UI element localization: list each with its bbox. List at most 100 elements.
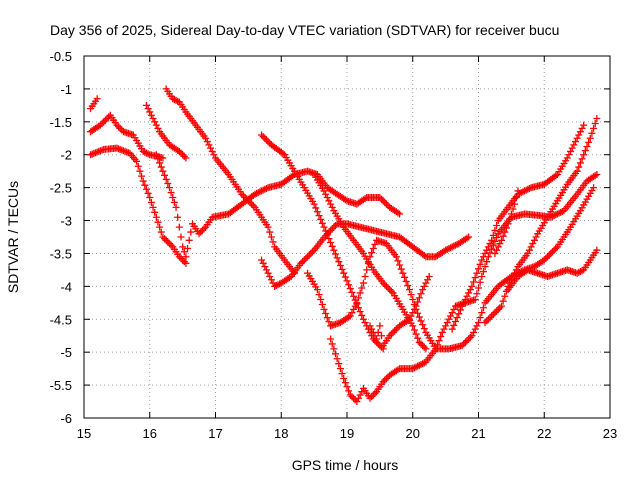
data-point bbox=[165, 240, 173, 248]
data-point bbox=[496, 240, 504, 248]
data-point bbox=[591, 172, 599, 180]
data-point bbox=[363, 266, 371, 274]
data-point bbox=[448, 309, 456, 317]
data-point bbox=[310, 200, 318, 208]
data-point bbox=[484, 243, 492, 251]
x-tick-label: 19 bbox=[340, 426, 354, 441]
data-point bbox=[138, 172, 146, 180]
data-point bbox=[502, 224, 510, 232]
data-point bbox=[387, 287, 395, 295]
data-point bbox=[133, 157, 141, 165]
data-point bbox=[356, 289, 364, 297]
data-point bbox=[302, 254, 310, 262]
data-point bbox=[172, 96, 180, 104]
data-point bbox=[92, 149, 100, 157]
data-point bbox=[323, 194, 331, 202]
data-point bbox=[366, 394, 374, 402]
data-point bbox=[394, 209, 402, 217]
data-point bbox=[359, 315, 367, 323]
data-point bbox=[509, 205, 517, 213]
data-point bbox=[170, 198, 178, 206]
data-point bbox=[123, 148, 131, 156]
data-point bbox=[333, 254, 341, 262]
data-point bbox=[348, 288, 356, 296]
data-point bbox=[475, 265, 482, 273]
data-point bbox=[348, 309, 356, 317]
data-point bbox=[522, 186, 530, 194]
data-point bbox=[348, 393, 356, 401]
data-point bbox=[167, 241, 175, 249]
data-point bbox=[272, 282, 280, 290]
data-point bbox=[489, 241, 497, 249]
data-point bbox=[417, 340, 425, 348]
data-point bbox=[405, 286, 413, 294]
data-point bbox=[162, 175, 170, 183]
data-point bbox=[470, 278, 478, 286]
data-point bbox=[420, 252, 428, 260]
data-point bbox=[553, 210, 561, 218]
data-point bbox=[358, 284, 366, 292]
data-point bbox=[330, 345, 338, 353]
data-point bbox=[489, 231, 497, 239]
data-point bbox=[174, 97, 182, 105]
data-point bbox=[463, 337, 471, 345]
data-point bbox=[182, 253, 190, 261]
data-point bbox=[335, 258, 343, 266]
data-point bbox=[399, 269, 407, 277]
data-point bbox=[327, 238, 335, 246]
data-point bbox=[318, 300, 326, 308]
data-point bbox=[483, 246, 491, 254]
series-arc-16 bbox=[504, 246, 601, 294]
data-point bbox=[331, 221, 339, 229]
data-point bbox=[254, 189, 262, 197]
data-point bbox=[511, 269, 519, 277]
data-point bbox=[445, 245, 453, 253]
data-point bbox=[471, 325, 479, 333]
data-point bbox=[142, 101, 150, 109]
data-point bbox=[499, 297, 507, 305]
data-point bbox=[435, 337, 443, 345]
data-point bbox=[396, 210, 404, 218]
data-point bbox=[565, 151, 573, 159]
data-point bbox=[331, 350, 339, 358]
data-point bbox=[113, 121, 121, 129]
data-point bbox=[550, 212, 558, 220]
data-point bbox=[491, 309, 499, 317]
data-point bbox=[340, 269, 348, 277]
data-point bbox=[461, 296, 469, 304]
data-point bbox=[422, 279, 430, 287]
data-point bbox=[361, 272, 369, 280]
data-point bbox=[371, 389, 379, 397]
x-axis-label: GPS time / hours bbox=[292, 457, 399, 473]
data-point bbox=[154, 218, 162, 226]
data-point bbox=[458, 302, 466, 310]
data-point bbox=[488, 312, 496, 320]
data-point bbox=[461, 338, 469, 346]
data-point bbox=[471, 274, 479, 282]
data-point bbox=[300, 256, 308, 264]
series-arc-3 bbox=[87, 144, 190, 267]
data-point bbox=[420, 359, 428, 367]
data-point bbox=[115, 145, 123, 153]
data-point bbox=[548, 248, 556, 256]
y-tick-label: -1 bbox=[60, 82, 72, 97]
series-arc-6 bbox=[152, 151, 404, 261]
data-point bbox=[475, 284, 482, 292]
data-point bbox=[144, 105, 152, 113]
data-point bbox=[496, 304, 504, 312]
data-point bbox=[394, 366, 402, 374]
data-point bbox=[258, 187, 266, 195]
data-point bbox=[419, 360, 427, 368]
data-point bbox=[486, 314, 494, 322]
data-point bbox=[338, 265, 346, 273]
y-tick-label: -2.5 bbox=[50, 181, 72, 196]
data-point bbox=[343, 277, 351, 285]
data-point bbox=[475, 319, 482, 327]
data-point bbox=[547, 249, 555, 257]
data-marks bbox=[87, 85, 601, 406]
data-point bbox=[417, 290, 425, 298]
data-point bbox=[203, 138, 211, 146]
data-point bbox=[198, 226, 206, 234]
data-point bbox=[524, 249, 532, 257]
data-point bbox=[156, 223, 164, 231]
